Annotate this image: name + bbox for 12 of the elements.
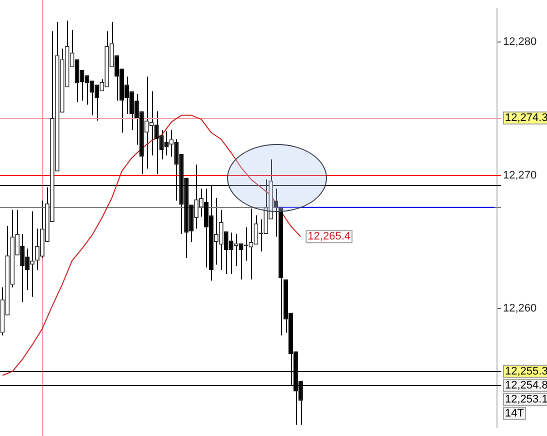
ref-line-label: 12,274.3: [505, 112, 547, 124]
text: 14T: [505, 407, 524, 420]
y-tick-label: 12,280: [503, 36, 537, 48]
data-label: 12,265.4: [308, 230, 351, 243]
text: 12,253.1: [505, 393, 547, 406]
text: 12,254.8: [505, 379, 547, 392]
candlestick: [278, 207, 284, 336]
y-tick-label: 12,260: [503, 302, 537, 315]
candlestick: [35, 228, 40, 271]
ref-line-label: 12,255.3: [505, 365, 547, 378]
candlestick: [238, 243, 244, 280]
y-tick-label: 12,270: [503, 169, 537, 182]
